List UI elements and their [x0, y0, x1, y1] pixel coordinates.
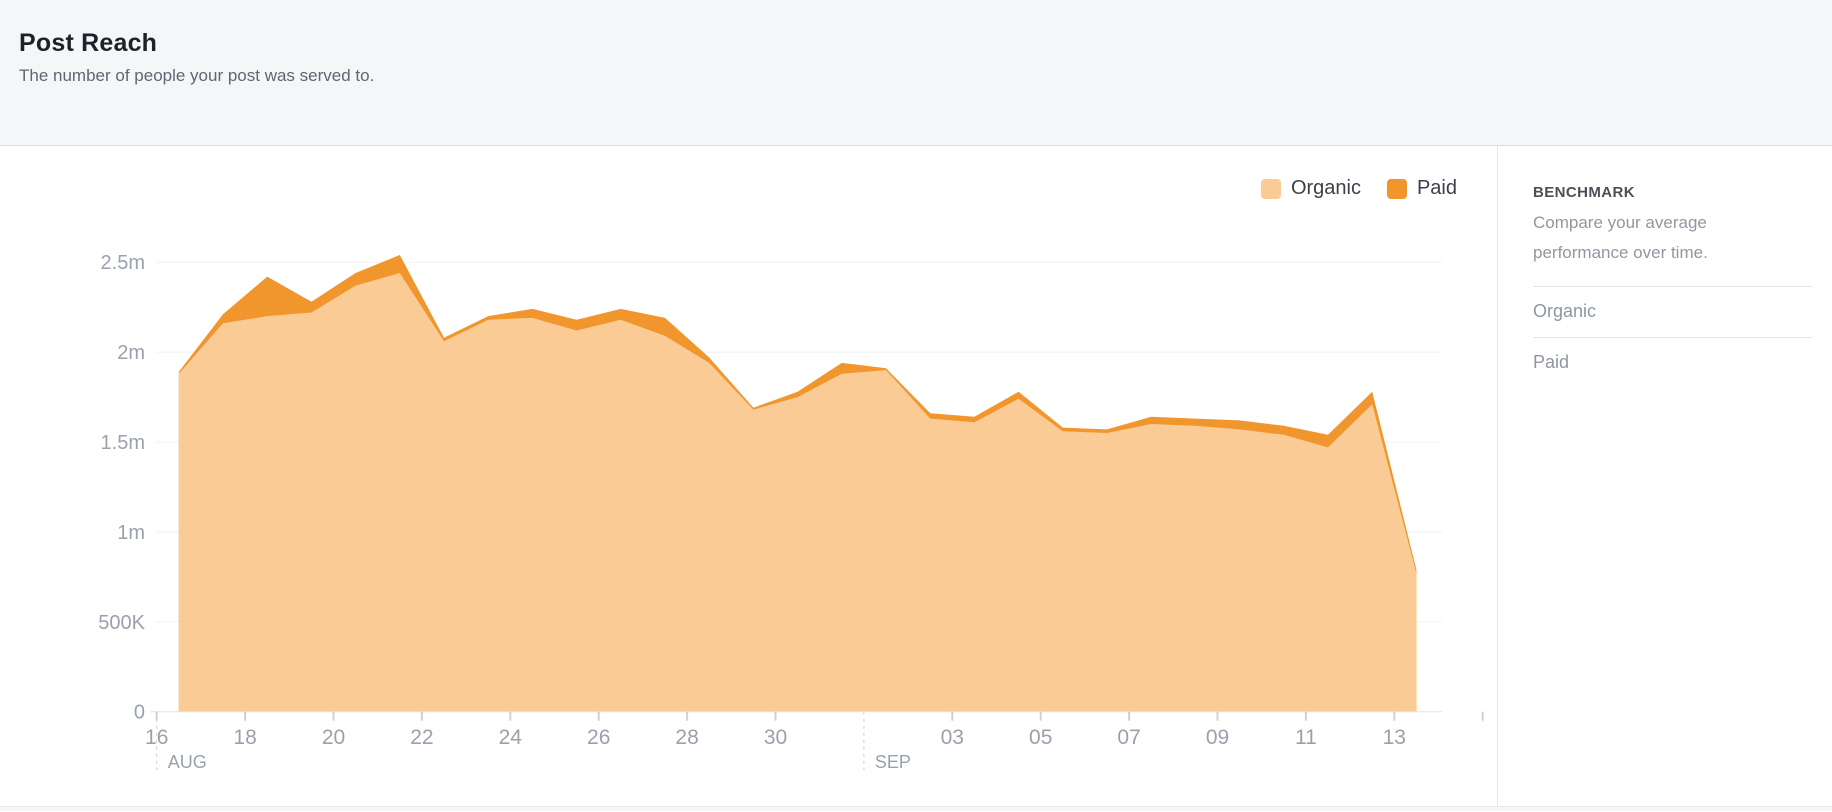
chart-panel: Organic Paid 0 500K 1m 1.5m 2m 2.5m AUG SEP 16 18… [0, 146, 1498, 806]
x-axis-label: 11 [1295, 726, 1317, 749]
chart-legend: Organic Paid [1260, 177, 1457, 200]
legend-item-organic[interactable]: Organic [1260, 177, 1361, 200]
card-header: Post Reach The number of people your pos… [0, 0, 1832, 146]
x-axis-label: 28 [675, 726, 698, 749]
post-reach-area-chart[interactable]: 0 500K 1m 1.5m 2m 2.5m AUG SEP 16 18 20 22 24 26 28 30 0… [0, 146, 1497, 806]
benchmark-description: Compare your average performance over ti… [1533, 213, 1708, 262]
month-label: SEP [875, 752, 911, 772]
x-axis-label: 26 [587, 726, 610, 749]
y-axis-label: 500K [98, 612, 145, 634]
y-axis-label: 2m [117, 342, 145, 364]
x-axis-label: 20 [322, 726, 345, 749]
y-axis-label: 1m [117, 522, 145, 544]
benchmark-item-paid[interactable]: Paid [1533, 337, 1812, 388]
y-axis-label: 0 [134, 702, 145, 724]
x-axis-label: 13 [1383, 726, 1406, 749]
x-axis-label: 05 [1029, 726, 1052, 749]
page-title: Post Reach [19, 29, 158, 57]
card-body: Organic Paid 0 500K 1m 1.5m 2m 2.5m AUG SEP 16 18… [0, 146, 1832, 806]
y-axis-label: 2.5m [101, 252, 145, 274]
benchmark-heading: BENCHMARK [1533, 184, 1635, 201]
benchmark-item-organic[interactable]: Organic [1533, 286, 1812, 337]
legend-label-paid: Paid [1416, 177, 1457, 199]
x-axis-label: 22 [410, 726, 433, 749]
x-axis-label: 09 [1206, 726, 1229, 749]
next-section-divider [0, 806, 1832, 811]
y-axis-label: 1.5m [101, 432, 145, 454]
benchmark-sidebar: BENCHMARK Compare your average performan… [1498, 146, 1832, 806]
x-axis-label: 18 [233, 726, 256, 749]
legend-item-paid[interactable]: Paid [1386, 177, 1457, 200]
x-axis-label: 07 [1117, 726, 1140, 749]
x-axis-label: 24 [499, 726, 523, 749]
x-axis-label: 30 [764, 726, 787, 749]
page-subtitle: The number of people your post was serve… [19, 66, 375, 85]
paid-swatch-icon [1386, 178, 1407, 199]
month-label: AUG [168, 752, 207, 772]
organic-area[interactable] [178, 273, 1417, 712]
organic-swatch-icon [1260, 178, 1281, 199]
x-axis-label: 16 [145, 726, 168, 749]
legend-label-organic: Organic [1290, 177, 1361, 199]
x-axis-label: 03 [941, 726, 964, 749]
